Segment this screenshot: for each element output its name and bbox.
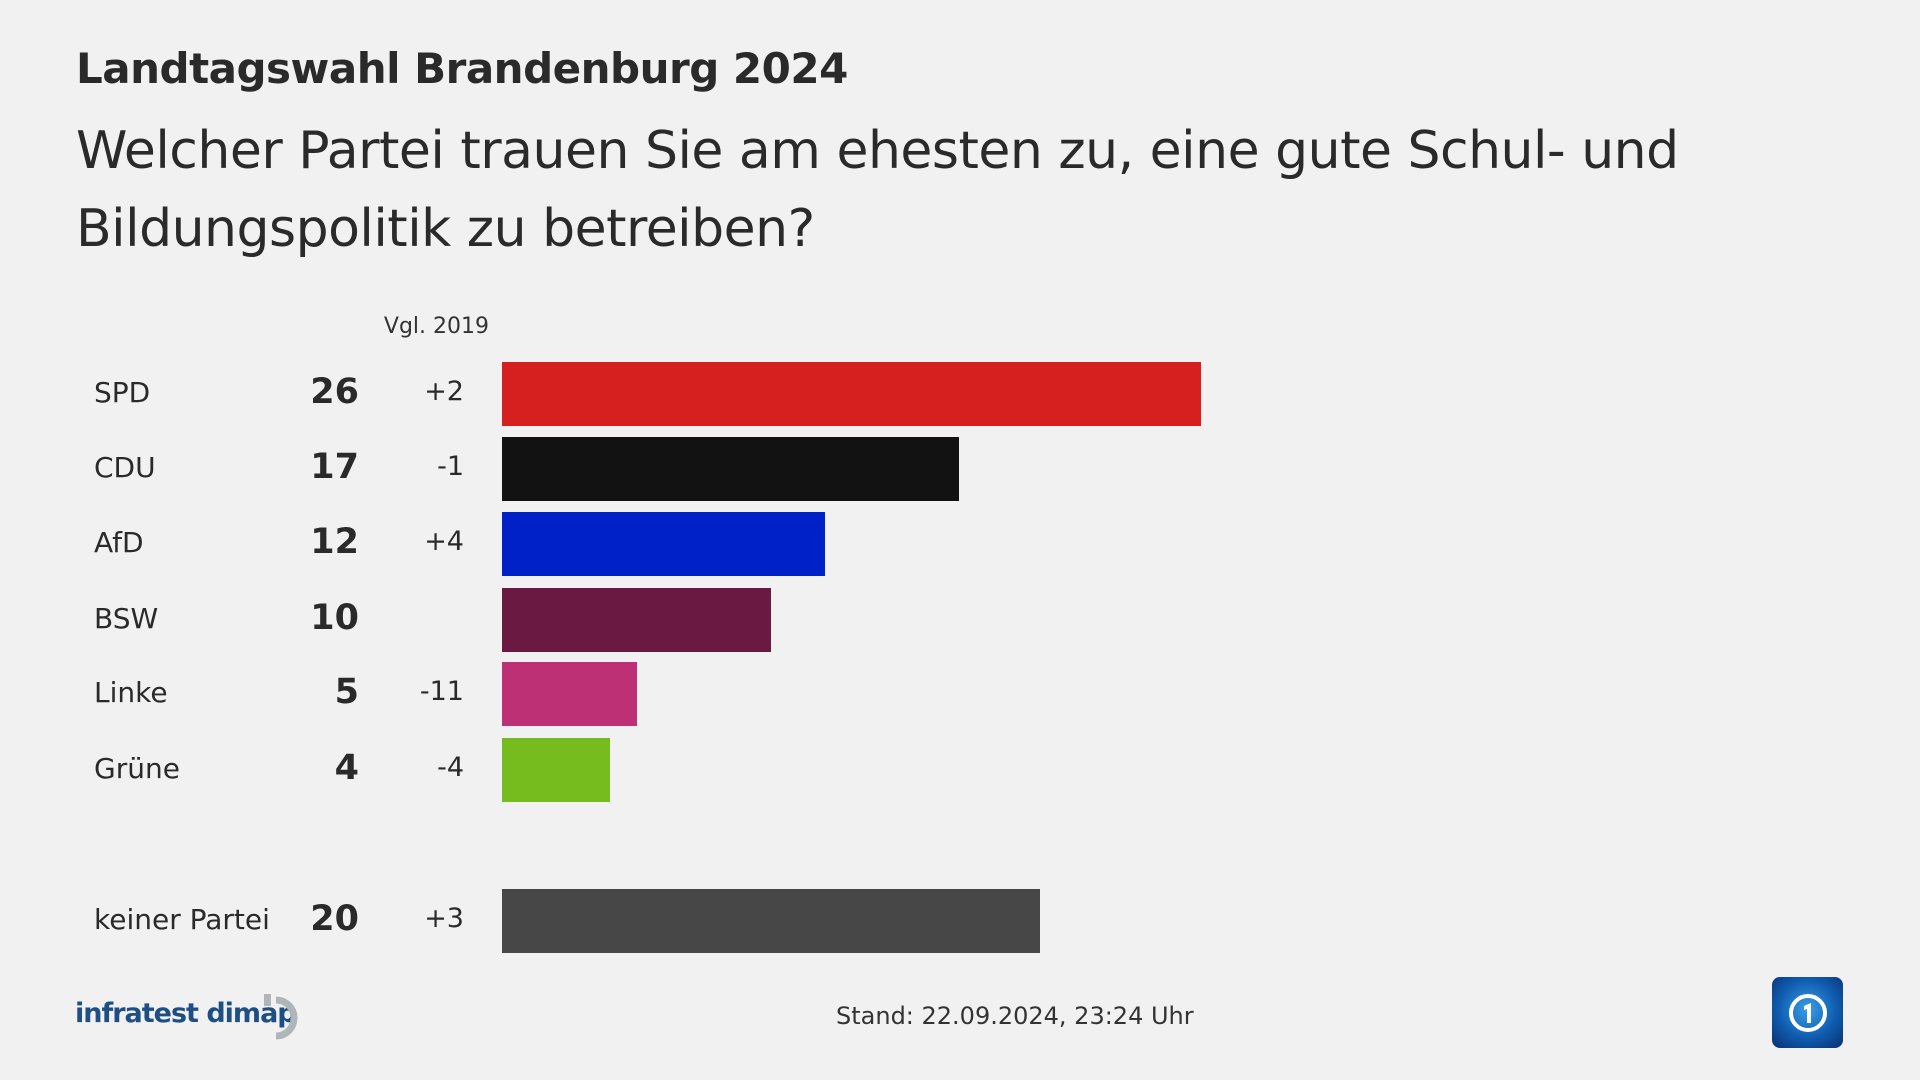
value-label: 12 (310, 522, 359, 562)
value-label: 26 (310, 372, 359, 412)
bar-row-linke: Linke 5 -11 (0, 662, 1920, 726)
category-label: Grüne (94, 752, 180, 785)
ard-logo-icon (1772, 977, 1843, 1048)
bar-row-grüne: Grüne 4 -4 (0, 738, 1920, 802)
change-label: -11 (419, 676, 464, 707)
category-label: SPD (94, 376, 151, 409)
bar-row-spd: SPD 26 +2 (0, 362, 1920, 426)
timestamp: Stand: 22.09.2024, 23:24 Uhr (836, 1002, 1194, 1030)
change-label: -1 (437, 451, 464, 482)
bar-row-bsw: BSW 10 (0, 588, 1920, 652)
bar-row-afd: AfD 12 +4 (0, 512, 1920, 576)
bar (502, 588, 771, 652)
change-label: +3 (424, 903, 464, 934)
comparison-header: Vgl. 2019 (383, 314, 489, 339)
source-logo: infratest dimap (75, 998, 297, 1029)
chart-question: Welcher Partei trauen Sie am ehesten zu,… (76, 121, 1679, 259)
category-label: CDU (94, 451, 156, 484)
value-label: 20 (310, 899, 359, 939)
change-label: +4 (424, 526, 464, 557)
bar-row-cdu: CDU 17 -1 (0, 437, 1920, 501)
value-label: 4 (334, 748, 359, 788)
bar (502, 437, 960, 501)
category-label: keiner Partei (94, 903, 270, 936)
value-label: 10 (310, 598, 359, 638)
chart-title: Landtagswahl Brandenburg 2024 (76, 44, 848, 93)
value-label: 17 (310, 447, 359, 487)
bar (502, 662, 637, 726)
category-label: Linke (94, 676, 168, 709)
change-label: +2 (424, 376, 464, 407)
bar (502, 889, 1040, 953)
bar (502, 512, 825, 576)
bar-row-keiner-partei: keiner Partei 20 +3 (0, 889, 1920, 953)
change-label: -4 (437, 752, 464, 783)
value-label: 5 (334, 672, 359, 712)
bar (502, 738, 610, 802)
infratest-logo-icon (264, 994, 298, 1040)
category-label: BSW (94, 602, 159, 635)
category-label: AfD (94, 526, 144, 559)
bar (502, 362, 1202, 426)
